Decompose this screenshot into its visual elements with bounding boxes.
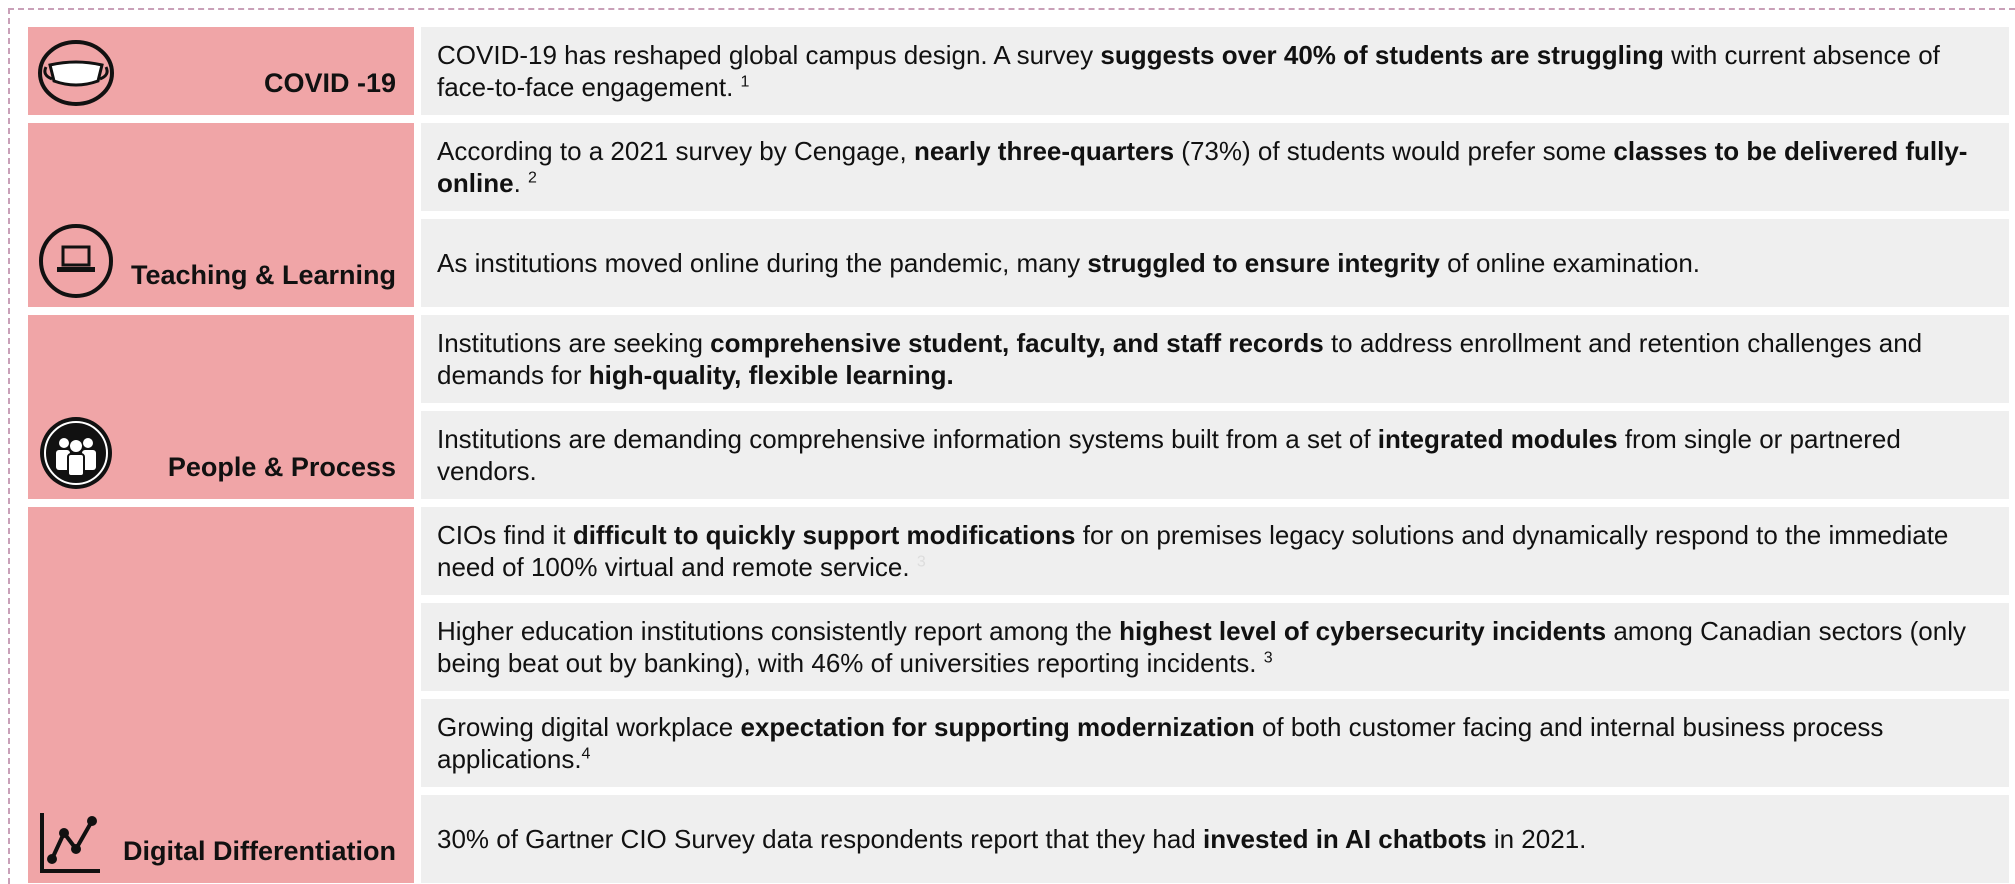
text: from single or partnered vendors. bbox=[437, 424, 1901, 486]
section: People & Process Institutions are seeking… bbox=[28, 315, 2009, 499]
text: According to a 2021 survey by Cengage, bbox=[437, 136, 914, 166]
bold-text: difficult to quickly support modificatio… bbox=[572, 520, 1076, 550]
bold-text: struggled to ensure integrity bbox=[1087, 248, 1440, 278]
bold-text: invested in AI chatbots bbox=[1202, 824, 1487, 854]
sup-text: 3 bbox=[1263, 649, 1273, 667]
text: of online examination. bbox=[1439, 248, 1701, 278]
info-text: According to a 2021 survey by Cengage, n… bbox=[437, 135, 1987, 199]
info-box: Institutions are demanding comprehensive… bbox=[421, 411, 2009, 499]
info-text: Institutions are demanding comprehensive… bbox=[437, 423, 1987, 487]
laptop-icon bbox=[39, 224, 113, 298]
info-box: Higher education institutions consistent… bbox=[421, 603, 2009, 691]
text: Institutions are seeking bbox=[437, 328, 711, 358]
section-header: COVID -19 bbox=[28, 27, 414, 115]
text: of both customer facing and internal bus… bbox=[437, 712, 1884, 774]
info-text: Higher education institutions consistent… bbox=[437, 615, 1987, 679]
text: As institutions moved online during the … bbox=[437, 248, 1088, 278]
bold-text: suggests over 40% of students are strugg… bbox=[1100, 40, 1664, 70]
text: with current absence of face-to-face eng… bbox=[437, 40, 1940, 102]
bold-text: expectation for supporting modernization bbox=[740, 712, 1255, 742]
text: among Canadian sectors (only being beat … bbox=[437, 616, 1966, 678]
sup-text: 4 bbox=[581, 745, 591, 763]
bold-text: highest level of cybersecurity incidents bbox=[1119, 616, 1607, 646]
text: Institutions are demanding comprehensive… bbox=[437, 424, 1378, 454]
text: Growing digital workplace bbox=[437, 712, 741, 742]
sup-text: 2 bbox=[528, 169, 537, 187]
text: in 2021. bbox=[1486, 824, 1587, 854]
dashed-frame bbox=[8, 8, 2015, 884]
bold-text: integrated modules bbox=[1377, 424, 1618, 454]
info-text: CIOs find it difficult to quickly suppor… bbox=[437, 519, 1987, 583]
section-items: CIOs find it difficult to quickly suppor… bbox=[421, 507, 2009, 883]
section: COVID -19 COVID-19 has reshaped global ca… bbox=[28, 27, 2009, 115]
text: Higher education institutions consistent… bbox=[437, 616, 1120, 646]
people-icon bbox=[40, 417, 112, 489]
text: 30% of Gartner CIO Survey data responden… bbox=[437, 824, 1203, 854]
bold-text: comprehensive student, faculty, and staf… bbox=[710, 328, 1324, 358]
section-label: Teaching & Learning bbox=[130, 260, 396, 290]
section-label: COVID -19 bbox=[263, 68, 396, 98]
info-box: CIOs find it difficult to quickly suppor… bbox=[421, 507, 2009, 595]
text: to address enrollment and retention chal… bbox=[437, 328, 1923, 390]
info-box: COVID-19 has reshaped global campus desi… bbox=[421, 27, 2009, 115]
chart-icon bbox=[40, 813, 100, 873]
section: Digital Differentiation CIOs find it diff… bbox=[28, 507, 2009, 883]
section-header: Digital Differentiation bbox=[28, 507, 414, 883]
info-text: Growing digital workplace expectation fo… bbox=[437, 711, 1987, 775]
info-text: As institutions moved online during the … bbox=[437, 247, 1700, 279]
bold-text: nearly three-quarters bbox=[913, 136, 1175, 166]
section-label: People & Process bbox=[167, 452, 396, 482]
info-box: Institutions are seeking comprehensive s… bbox=[421, 315, 2009, 403]
info-box: According to a 2021 survey by Cengage, n… bbox=[421, 123, 2009, 211]
bold-text: high-quality, flexible learning. bbox=[588, 360, 954, 390]
section-items: According to a 2021 survey by Cengage, n… bbox=[421, 123, 2009, 307]
text: COVID-19 has reshaped global campus desi… bbox=[437, 40, 1101, 70]
content: COVID -19 COVID-19 has reshaped global ca… bbox=[28, 27, 2009, 883]
info-text: Institutions are seeking comprehensive s… bbox=[437, 327, 1987, 391]
info-text: COVID-19 has reshaped global campus desi… bbox=[437, 39, 1987, 103]
text: for on premises legacy solutions and dyn… bbox=[437, 520, 1949, 582]
info-box: As institutions moved online during the … bbox=[421, 219, 2009, 307]
section: Teaching & Learning According to a 2021 s… bbox=[28, 123, 2009, 307]
section-header: Teaching & Learning bbox=[28, 123, 414, 307]
mask-icon bbox=[38, 40, 114, 106]
info-box: Growing digital workplace expectation fo… bbox=[421, 699, 2009, 787]
info-text: 30% of Gartner CIO Survey data responden… bbox=[437, 823, 1586, 855]
sup-text: 1 bbox=[740, 73, 750, 91]
text: . bbox=[513, 168, 529, 198]
section-label: Digital Differentiation bbox=[122, 836, 396, 866]
section-header: People & Process bbox=[28, 315, 414, 499]
bold-text: classes to be delivered fully-online bbox=[437, 136, 1968, 198]
text: CIOs find it bbox=[437, 520, 573, 550]
section-items: Institutions are seeking comprehensive s… bbox=[421, 315, 2009, 499]
info-box: 30% of Gartner CIO Survey data responden… bbox=[421, 795, 2009, 883]
section-items: COVID-19 has reshaped global campus desi… bbox=[421, 27, 2009, 115]
faint-sup-text: 3 bbox=[916, 553, 926, 571]
text: (73%) of students would prefer some bbox=[1174, 136, 1614, 166]
